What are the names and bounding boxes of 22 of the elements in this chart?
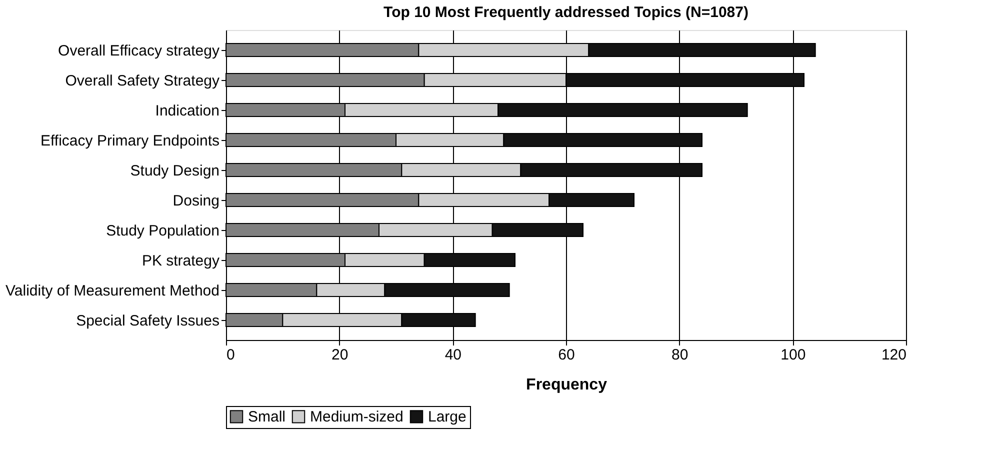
legend-label: Medium-sized <box>310 408 404 426</box>
x-axis-title: Frequency <box>526 376 608 394</box>
y-tick-label: Dosing <box>172 192 220 210</box>
legend-label: Small <box>248 408 286 426</box>
legend-label: Large <box>428 408 466 426</box>
y-tick-label: Special Safety Issues <box>76 312 220 330</box>
x-tick-label: 80 <box>671 346 688 364</box>
x-tick-label: 40 <box>444 346 462 364</box>
y-tick-label: Study Population <box>106 222 220 240</box>
y-tick-label: Overall Efficacy strategy <box>58 42 220 60</box>
y-tick-label: PK strategy <box>142 252 220 270</box>
y-tick-label: Overall Safety Strategy <box>65 72 220 90</box>
y-tick-label: Study Design <box>130 162 220 180</box>
y-tick-label: Validity of Measurement Method <box>6 282 220 300</box>
x-tick-label: 100 <box>780 346 806 364</box>
x-tick-label: 0 <box>226 346 235 364</box>
y-tick-label: Indication <box>155 102 220 120</box>
x-tick-label: 120 <box>881 346 906 364</box>
x-tick-label: 60 <box>558 346 575 364</box>
y-tick-label: Efficacy Primary Endpoints <box>40 132 220 150</box>
x-tick-label: 20 <box>331 346 348 364</box>
chart-title: Top 10 Most Frequently addressed Topics (N=1087) <box>384 4 748 21</box>
